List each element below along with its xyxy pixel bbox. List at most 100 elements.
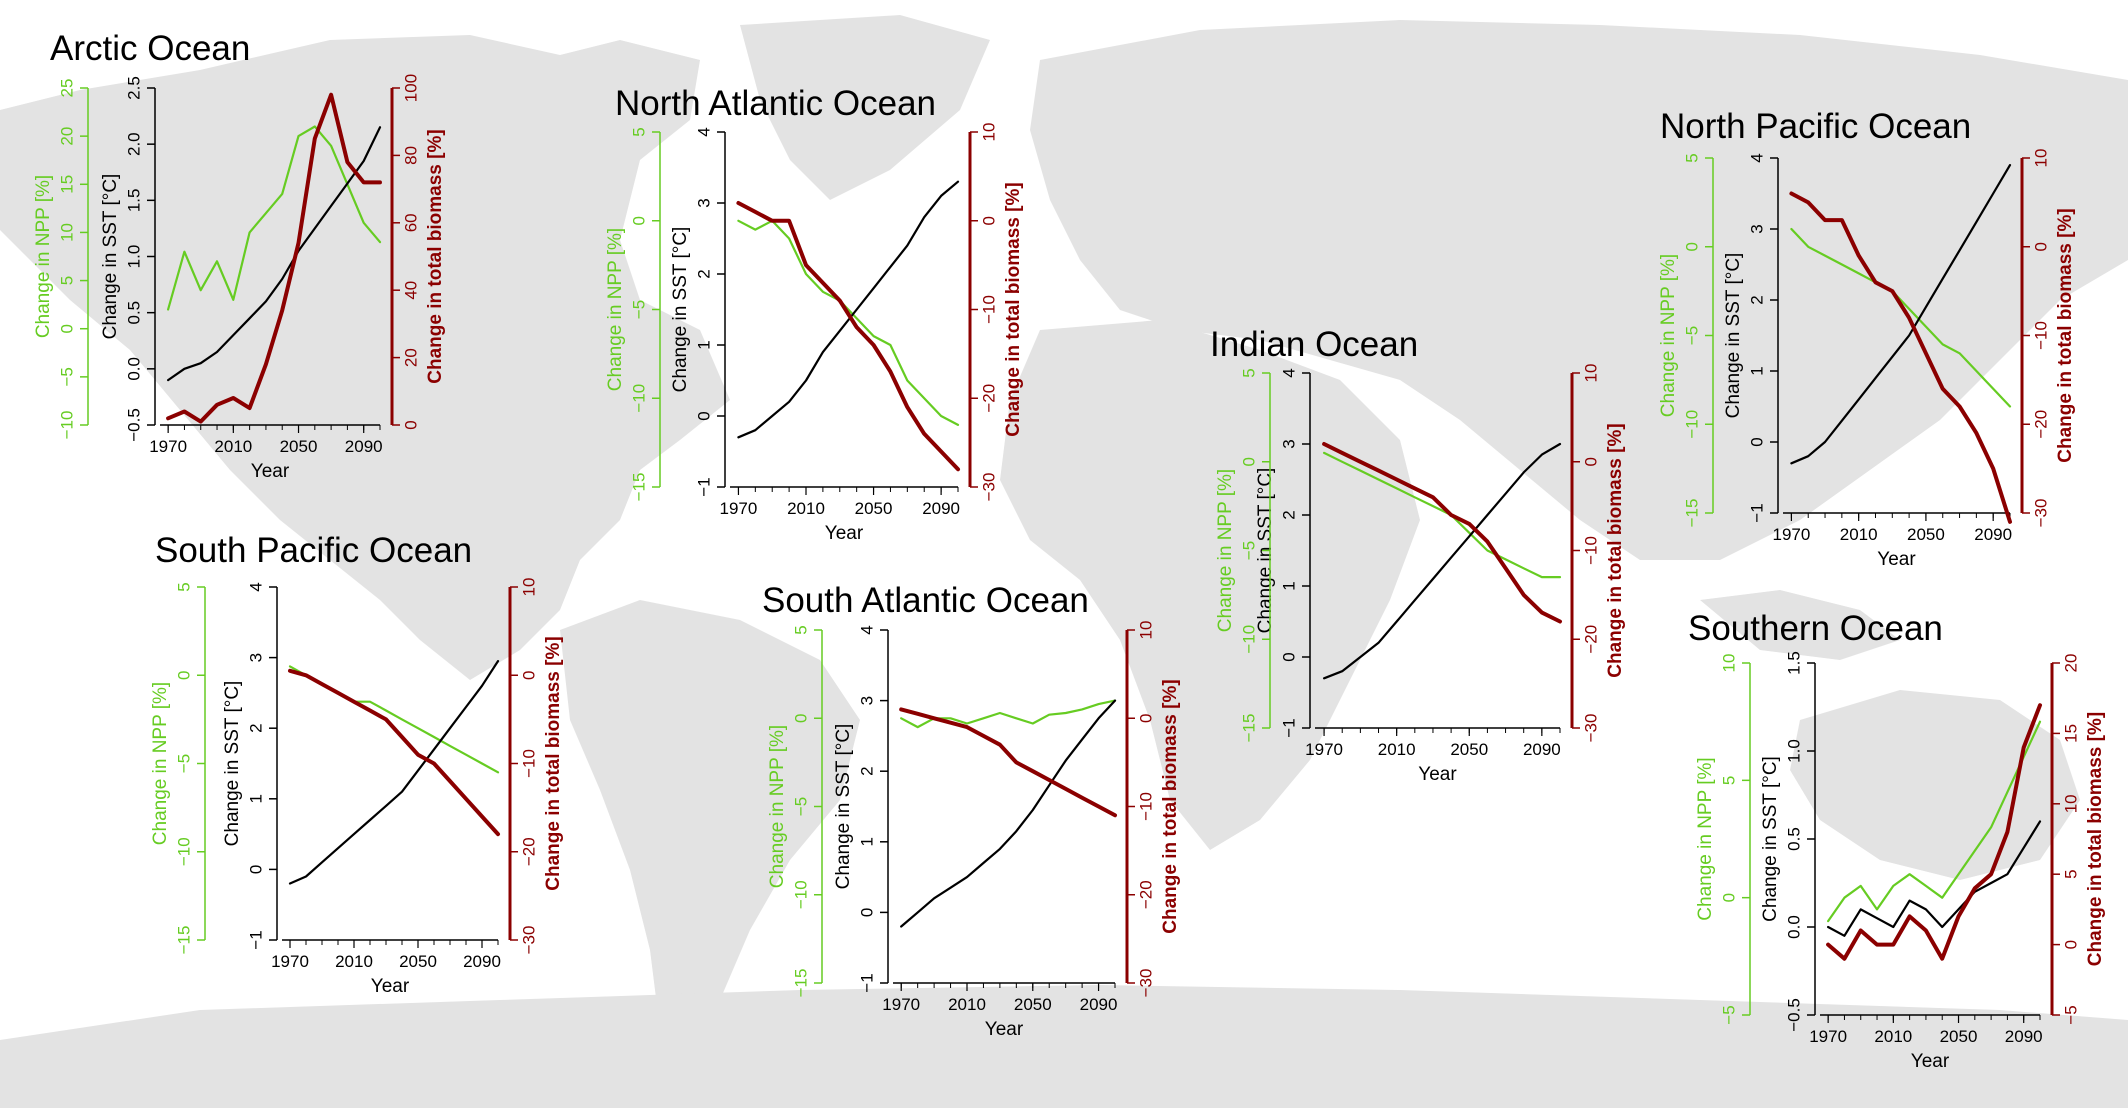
npp-axis: −15 −10 −5 0 5 Change in NPP [%] [1215, 368, 1271, 742]
land-eurasia [1030, 20, 2128, 560]
sst-axis-label: Change in SST [°C] [833, 724, 854, 890]
npp-tick-label: −10 [629, 384, 648, 413]
biomass-tick-label: 60 [401, 213, 420, 232]
npp-tick-label: 25 [57, 79, 76, 98]
x-tick-label: 1970 [1772, 525, 1810, 544]
sst-tick-label: 0 [857, 908, 876, 917]
biomass-tick-label: 40 [401, 281, 420, 300]
x-axis-label: Year [251, 461, 290, 482]
biomass-axis-label: Change in total biomass [%] [543, 636, 564, 890]
x-tick-label: 2090 [463, 952, 501, 971]
sst-axis-label: Change in SST [°C] [1723, 253, 1744, 419]
npp-tick-label: 5 [1682, 153, 1701, 162]
biomass-tick-label: −30 [1136, 969, 1155, 998]
npp-tick-label: −15 [791, 969, 810, 998]
biomass-axis-label: Change in total biomass [%] [425, 129, 446, 383]
x-tick-label: 2010 [1378, 740, 1416, 759]
npp-tick-label: 10 [57, 223, 76, 242]
x-tick-label: 2090 [922, 499, 960, 518]
npp-series-line [167, 125, 382, 311]
npp-tick-label: 5 [791, 625, 810, 634]
sst-series-line [1790, 164, 2012, 465]
sst-axis: −1 0 1 2 3 4 Change in SST [°C] [670, 127, 726, 497]
sst-tick-label: 1 [1279, 581, 1298, 590]
npp-tick-label: −10 [174, 837, 193, 866]
biomass-axis: 0 20 40 60 80 100 Change in total biomass [%] [390, 74, 446, 430]
sst-tick-label: −0.5 [1784, 998, 1803, 1032]
npp-axis: −15 −10 −5 0 5 Change in NPP [%] [605, 127, 661, 502]
land-africa [1000, 320, 1420, 850]
x-tick-label: 1970 [1305, 740, 1343, 759]
biomass-series-line [899, 707, 1117, 818]
npp-axis-label: Change in NPP [%] [1215, 469, 1236, 632]
sst-tick-label: 4 [857, 625, 876, 634]
x-tick-label: 2090 [1974, 525, 2012, 544]
sst-axis: −0.5 0.0 0.5 1.0 1.5 Change in SST [°C] [1760, 651, 1816, 1032]
biomass-tick-label: −30 [519, 926, 538, 955]
sst-tick-label: 1 [857, 837, 876, 846]
sst-tick-label: 0.0 [124, 357, 143, 381]
biomass-axis-label: Change in total biomass [%] [1605, 423, 1626, 677]
sst-tick-label: 2.0 [124, 132, 143, 156]
sst-axis-label: Change in SST [°C] [1760, 756, 1781, 922]
biomass-axis-label: Change in total biomass [%] [2055, 208, 2076, 462]
sst-tick-label: −1 [857, 973, 876, 992]
biomass-tick-label: 100 [401, 74, 420, 102]
x-tick-label: 1970 [271, 952, 309, 971]
x-tick-label: 2010 [1874, 1027, 1912, 1046]
biomass-tick-label: 0 [2031, 242, 2050, 251]
npp-tick-label: −15 [629, 473, 648, 502]
npp-tick-label: −15 [174, 926, 193, 955]
sst-tick-label: 0 [1279, 652, 1298, 661]
biomass-tick-label: −10 [979, 295, 998, 324]
biomass-series-line [1826, 703, 2042, 961]
x-tick-label: 2010 [787, 499, 825, 518]
sst-tick-label: 2 [246, 723, 265, 732]
npp-axis-label: Change in NPP [%] [605, 228, 626, 391]
sst-tick-label: 0.5 [124, 301, 143, 325]
sst-series-line [900, 699, 1117, 928]
x-tick-label: 1970 [149, 437, 187, 456]
npp-tick-label: 5 [1719, 776, 1738, 785]
sst-tick-label: 2.5 [124, 76, 143, 100]
npp-tick-label: −10 [791, 880, 810, 909]
biomass-axis-label: Change in total biomass [%] [1160, 679, 1181, 933]
npp-series-line [900, 699, 1117, 729]
npp-series-line [1790, 227, 2012, 408]
npp-axis-label: Change in NPP [%] [150, 682, 171, 845]
biomass-tick-label: −10 [519, 749, 538, 778]
panel-title: Southern Ocean [1688, 609, 1943, 648]
sst-tick-label: 0.5 [1784, 827, 1803, 851]
npp-tick-label: 15 [57, 175, 76, 194]
panel-title: South Pacific Ocean [155, 531, 472, 570]
npp-tick-label: 0 [791, 714, 810, 723]
npp-series-line [1323, 451, 1562, 579]
panel-title: Indian Ocean [1210, 325, 1418, 364]
npp-tick-label: 0 [1239, 457, 1258, 466]
biomass-tick-label: 20 [401, 348, 420, 367]
biomass-tick-label: −5 [2061, 1005, 2080, 1024]
sst-tick-label: 1.5 [1784, 651, 1803, 675]
x-tick-label: 2010 [335, 952, 373, 971]
npp-axis: −15 −10 −5 0 5 Change in NPP [%] [1658, 153, 1714, 527]
sst-tick-label: −0.5 [124, 408, 143, 442]
npp-tick-label: 5 [1239, 368, 1258, 377]
biomass-tick-label: −10 [1136, 792, 1155, 821]
npp-tick-label: −5 [1719, 1005, 1738, 1024]
sst-series-line [1827, 820, 2042, 937]
sst-tick-label: 3 [857, 696, 876, 705]
npp-tick-label: 20 [57, 127, 76, 146]
npp-series-line [1827, 720, 2042, 923]
npp-tick-label: 0 [1682, 242, 1701, 251]
biomass-tick-label: 10 [2031, 149, 2050, 168]
biomass-axis: −5 0 5 10 15 20 Change in total biomass [%] [2050, 654, 2106, 1025]
x-tick-label: 1970 [882, 995, 920, 1014]
x-tick-label: 2090 [1080, 995, 1118, 1014]
sst-axis-label: Change in SST [°C] [100, 174, 121, 340]
npp-axis: −15 −10 −5 0 5 Change in NPP [%] [150, 582, 206, 955]
